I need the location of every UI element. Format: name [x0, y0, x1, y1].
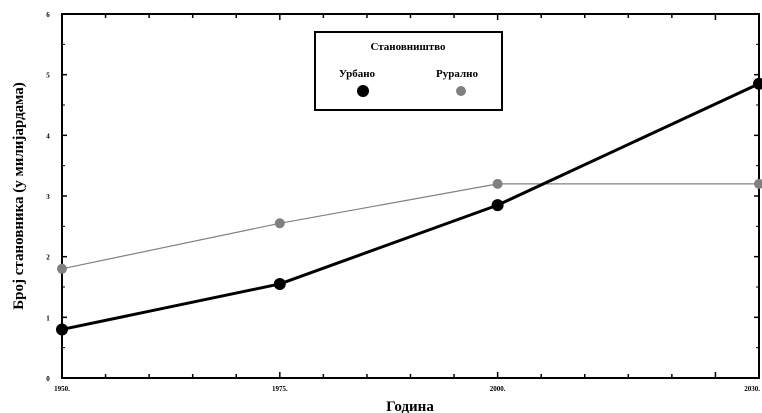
y-tick-label: 2: [46, 254, 50, 262]
legend-label-urban: Урбано: [339, 68, 376, 80]
series-layer: [56, 77, 762, 336]
y-tick-label: 6: [46, 11, 50, 19]
data-point-rural: [754, 178, 762, 189]
x-tick-label: 1975.: [272, 385, 288, 393]
y-tick-label: 3: [46, 193, 50, 201]
y-tick-label: 5: [46, 72, 50, 80]
y-axis-title: Број становника (у милијардама): [11, 82, 27, 310]
data-point-urban: [753, 77, 762, 90]
x-tick-label: 2030.: [744, 385, 760, 393]
legend: Становништво Урбано Рурално: [314, 31, 503, 111]
x-tick-label: 2000.: [490, 385, 506, 393]
data-point-urban: [56, 323, 68, 336]
legend-title: Становништво: [370, 41, 446, 53]
x-tick-label: 1950.: [54, 385, 70, 393]
legend-box: [314, 31, 503, 111]
legend-label-rural: Рурално: [436, 68, 478, 80]
data-point-urban: [491, 199, 504, 212]
x-axis-title: Година: [386, 399, 434, 413]
legend-marker-rural: [456, 86, 466, 96]
data-point-rural: [492, 178, 503, 189]
y-tick-label: 0: [46, 375, 50, 383]
x-axis-ticks: 1950. 1975. 2000. 2030.: [54, 14, 760, 393]
y-axis-ticks: 0 1 2 3 4 5 6: [46, 11, 759, 383]
data-point-rural: [57, 263, 67, 274]
y-tick-label: 1: [46, 314, 50, 322]
data-point-rural: [274, 218, 285, 229]
series-line-urban: [61, 82, 760, 331]
series-line-rural: [61, 183, 759, 270]
y-tick-label: 4: [46, 132, 50, 140]
data-point-urban: [273, 277, 286, 290]
legend-marker-urban: [357, 85, 369, 97]
